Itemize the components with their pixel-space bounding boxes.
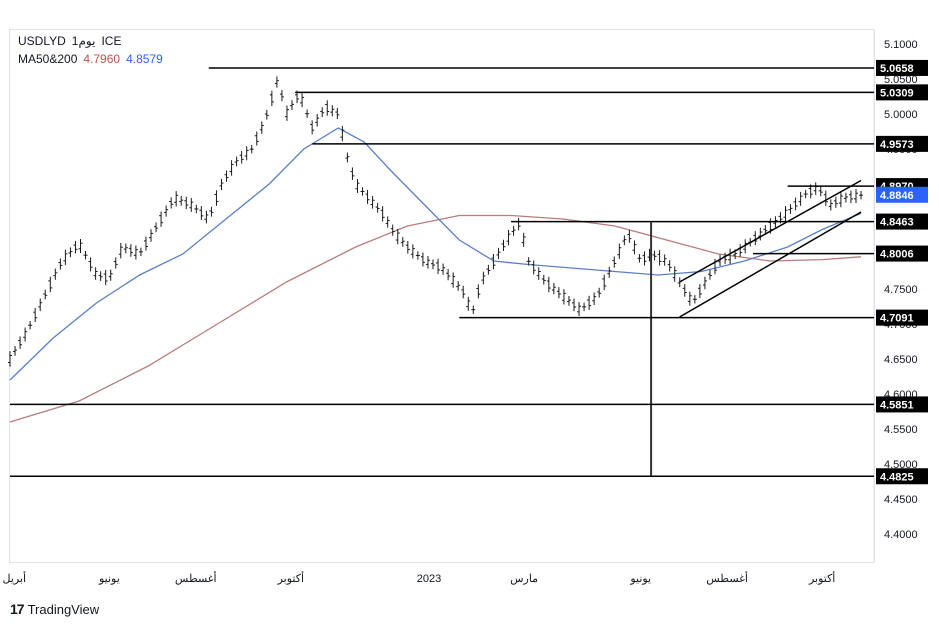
channel-upper-line (679, 179, 862, 283)
tradingview-logo[interactable]: 17 TradingView (10, 601, 99, 617)
tradingview-mark-icon: 17 (10, 601, 25, 617)
x-tick-label: أكتوبر (277, 571, 304, 585)
level-label: 4.7091 (880, 313, 914, 325)
x-tick-label: يونيو (629, 573, 651, 585)
level-badge (876, 59, 928, 76)
level-label: 5.0309 (880, 87, 914, 99)
level-badge (876, 396, 928, 413)
level-label: 4.8006 (880, 249, 914, 261)
current-price-label: 4.8846 (880, 190, 914, 202)
level-label: 5.0658 (880, 63, 914, 75)
y-tick-label: 5.0000 (884, 109, 918, 121)
level-badge (876, 135, 928, 152)
level-badge (876, 468, 928, 485)
current-price-badge (876, 186, 928, 203)
level-label: 4.5851 (880, 399, 914, 411)
level-label: 4.8463 (880, 217, 914, 229)
level-label: 4.9573 (880, 139, 914, 151)
level-badge (876, 309, 928, 326)
ma50-value: 4.7960 (83, 52, 121, 66)
y-tick-label: 4.4000 (884, 529, 918, 541)
x-tick-label: أبريل (3, 571, 27, 585)
level-label: 4.4825 (880, 471, 914, 483)
ma-label[interactable]: MA50&200 (18, 52, 78, 66)
ma50-line (9, 127, 862, 381)
y-tick-label: 4.7500 (884, 284, 918, 296)
x-tick-label: يونيو (98, 573, 120, 585)
level-badge (876, 84, 928, 101)
y-tick-label: 5.0500 (884, 74, 918, 86)
y-tick-label: 4.4500 (884, 494, 918, 506)
y-tick-label: 4.5500 (884, 424, 918, 436)
level-badge (876, 213, 928, 230)
interval-label[interactable]: 1يوم (71, 34, 96, 48)
tradingview-wordmark: TradingView (27, 601, 100, 617)
ma200-value: 4.8579 (126, 52, 163, 66)
chart-header-ma: MA50&200 4.7960 4.8579 (18, 52, 169, 66)
x-tick-label: أغسطس (175, 571, 217, 585)
ma200-line (9, 214, 862, 423)
level-badge (876, 245, 928, 262)
x-tick-label: أغسطس (706, 571, 748, 585)
x-tick-label: مارس (510, 573, 538, 585)
chart-header-symbol: USDLYD 1يوم ICE (18, 34, 127, 48)
x-tick-label: أكتوبر (808, 571, 835, 585)
y-tick-label: 5.1000 (884, 39, 918, 51)
channel-lower-line (679, 211, 862, 318)
symbol-label[interactable]: USDLYD (18, 34, 66, 48)
x-tick-label: 2023 (417, 573, 441, 585)
y-tick-label: 4.5000 (884, 459, 918, 471)
exchange-label: ICE (101, 34, 122, 48)
y-tick-label: 4.6500 (884, 354, 918, 366)
